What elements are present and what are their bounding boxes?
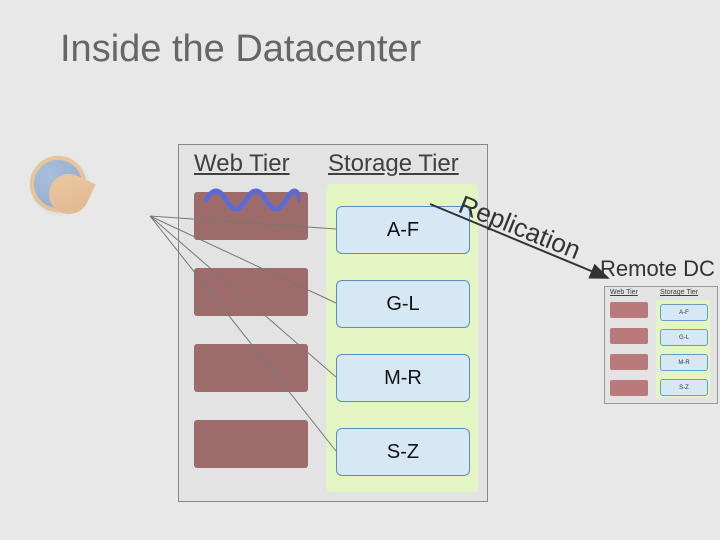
page-title: Inside the Datacenter (60, 28, 421, 71)
storage-block-label: A-F (387, 219, 419, 242)
remote-web-block (610, 328, 648, 344)
remote-web-block (610, 302, 648, 318)
remote-web-block (610, 380, 648, 396)
web-block (194, 268, 308, 316)
remote-storage-block: M-R (660, 354, 708, 371)
web-block (194, 192, 308, 240)
remote-storage-block: G-L (660, 329, 708, 346)
remote-storage-block: S-Z (660, 379, 708, 396)
remote-storage-block-label: S-Z (679, 385, 689, 391)
storage-block-label: S-Z (387, 441, 419, 464)
remote-web-block (610, 354, 648, 370)
web-tier-label: Web Tier (194, 150, 290, 178)
remote-web-tier-label: Web Tier (610, 289, 638, 296)
remote-storage-block-label: G-L (679, 335, 689, 341)
storage-block-sz: S-Z (336, 428, 470, 476)
remote-storage-block-label: M-R (678, 360, 689, 366)
storage-block-label: G-L (386, 293, 419, 316)
remote-storage-tier-label: Storage Tier (660, 289, 698, 296)
storage-block-mr: M-R (336, 354, 470, 402)
remote-storage-block-label: A-F (679, 310, 689, 316)
firefox-icon (30, 156, 86, 212)
storage-block-label: M-R (384, 367, 422, 390)
remote-storage-block: A-F (660, 304, 708, 321)
web-block (194, 420, 308, 468)
remote-dc-label: Remote DC (600, 256, 715, 282)
storage-tier-label: Storage Tier (328, 150, 459, 178)
web-block (194, 344, 308, 392)
storage-block-gl: G-L (336, 280, 470, 328)
storage-block-af: A-F (336, 206, 470, 254)
